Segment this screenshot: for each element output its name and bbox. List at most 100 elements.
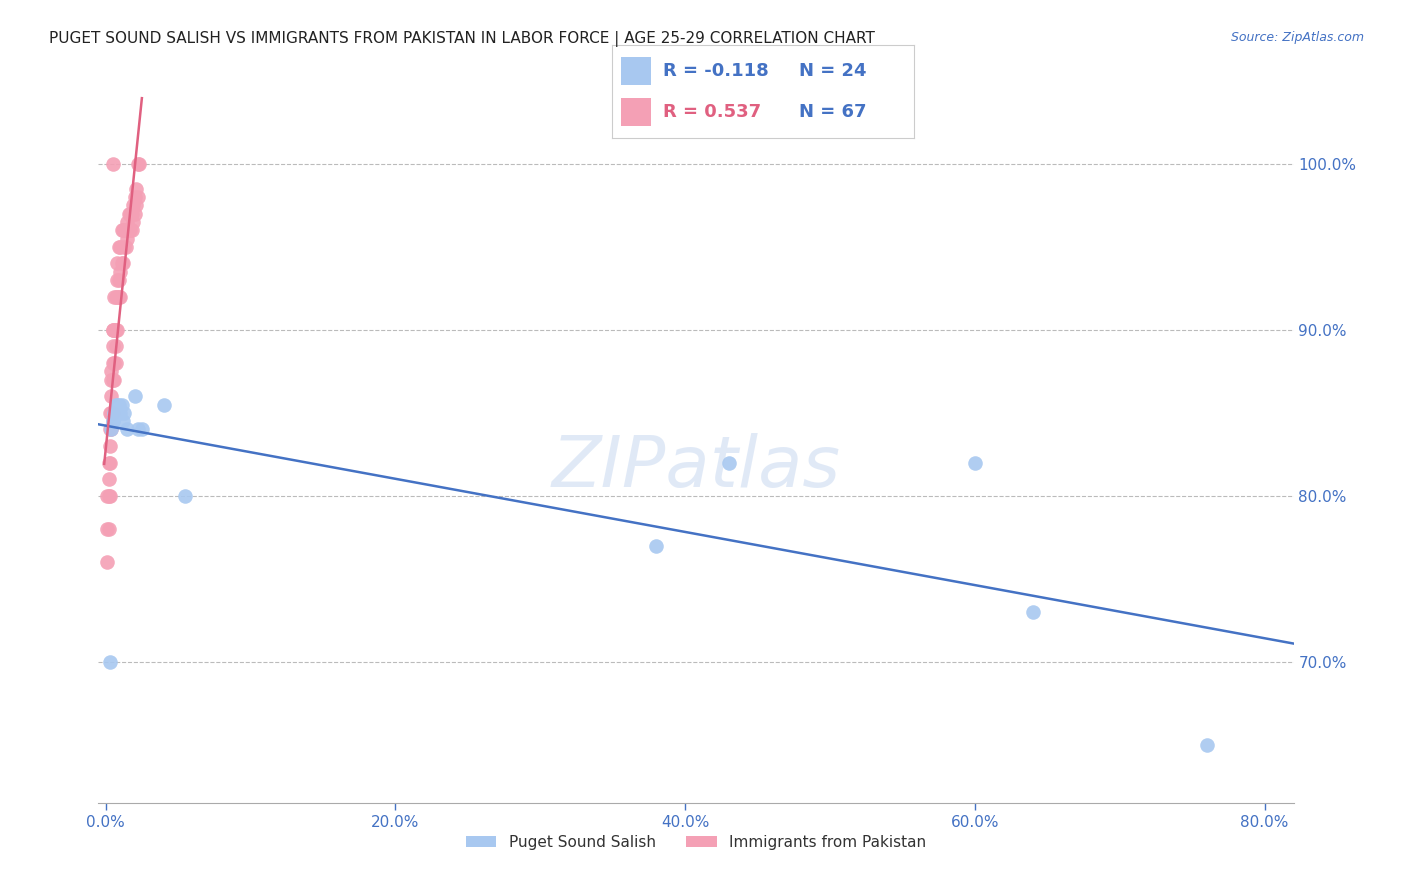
Point — [104, 356, 127, 370]
Point — [98, 456, 121, 470]
Point — [127, 190, 149, 204]
Point — [105, 290, 128, 304]
Point — [107, 397, 129, 411]
Point — [117, 215, 139, 229]
Point — [122, 215, 145, 229]
Point — [97, 489, 120, 503]
Point — [131, 422, 153, 436]
Point — [98, 406, 121, 420]
Point — [101, 157, 124, 171]
Point — [112, 223, 135, 237]
Point — [963, 456, 986, 470]
Text: PUGET SOUND SALISH VS IMMIGRANTS FROM PAKISTAN IN LABOR FORCE | AGE 25-29 CORREL: PUGET SOUND SALISH VS IMMIGRANTS FROM PA… — [49, 31, 875, 47]
Text: R = 0.537: R = 0.537 — [664, 103, 761, 121]
Point — [152, 397, 174, 411]
Point — [108, 265, 131, 279]
Point — [117, 231, 139, 245]
Point — [101, 323, 124, 337]
Point — [125, 198, 148, 212]
Text: N = 24: N = 24 — [799, 62, 866, 79]
Point — [717, 456, 740, 470]
Point — [97, 472, 120, 486]
Point — [101, 373, 124, 387]
Point — [97, 522, 120, 536]
Point — [96, 555, 118, 569]
Point — [100, 422, 122, 436]
Point — [125, 182, 148, 196]
Point — [114, 240, 136, 254]
Legend: Puget Sound Salish, Immigrants from Pakistan: Puget Sound Salish, Immigrants from Paki… — [460, 829, 932, 855]
Point — [107, 240, 129, 254]
Point — [107, 290, 129, 304]
Point — [115, 223, 138, 237]
Point — [98, 655, 121, 669]
Point — [120, 223, 142, 237]
Point — [110, 397, 132, 411]
Point — [98, 489, 121, 503]
Point — [100, 389, 122, 403]
Point — [112, 414, 135, 428]
Point — [98, 422, 121, 436]
Point — [1195, 738, 1218, 752]
Point — [97, 456, 120, 470]
Point — [124, 389, 146, 403]
Point — [96, 489, 118, 503]
Point — [174, 489, 197, 503]
Point — [107, 273, 129, 287]
Text: R = -0.118: R = -0.118 — [664, 62, 769, 79]
Point — [110, 256, 132, 270]
Point — [108, 240, 131, 254]
Point — [105, 397, 128, 411]
Point — [127, 422, 149, 436]
Bar — [620, 98, 651, 126]
Point — [127, 157, 149, 171]
Point — [101, 339, 124, 353]
Point — [105, 273, 128, 287]
Point — [114, 223, 136, 237]
Point — [121, 207, 143, 221]
Point — [101, 414, 124, 428]
Point — [108, 290, 131, 304]
Point — [124, 190, 146, 204]
Point — [121, 223, 143, 237]
Point — [96, 522, 118, 536]
Point — [118, 207, 141, 221]
Text: ZIPatlas: ZIPatlas — [551, 433, 841, 502]
Point — [645, 539, 668, 553]
Point — [120, 207, 142, 221]
Point — [108, 406, 131, 420]
Point — [100, 422, 122, 436]
Point — [100, 406, 122, 420]
Point — [1022, 605, 1045, 619]
Point — [104, 290, 127, 304]
Point — [128, 157, 150, 171]
Point — [103, 356, 125, 370]
Point — [101, 406, 124, 420]
Point — [122, 198, 145, 212]
Point — [118, 223, 141, 237]
Point — [100, 373, 122, 387]
Point — [105, 323, 128, 337]
Point — [104, 397, 127, 411]
Point — [104, 323, 127, 337]
Text: Source: ZipAtlas.com: Source: ZipAtlas.com — [1230, 31, 1364, 45]
Point — [117, 422, 139, 436]
Point — [124, 207, 146, 221]
Point — [101, 356, 124, 370]
Point — [103, 323, 125, 337]
Point — [110, 223, 132, 237]
Point — [115, 240, 138, 254]
Point — [105, 256, 128, 270]
Bar — [620, 57, 651, 85]
Point — [103, 406, 125, 420]
Point — [101, 323, 124, 337]
Point — [100, 364, 122, 378]
Point — [114, 406, 136, 420]
Point — [103, 290, 125, 304]
Point — [112, 256, 135, 270]
Point — [104, 339, 127, 353]
Text: N = 67: N = 67 — [799, 103, 866, 121]
Point — [103, 373, 125, 387]
Point — [105, 406, 128, 420]
Point — [98, 439, 121, 453]
